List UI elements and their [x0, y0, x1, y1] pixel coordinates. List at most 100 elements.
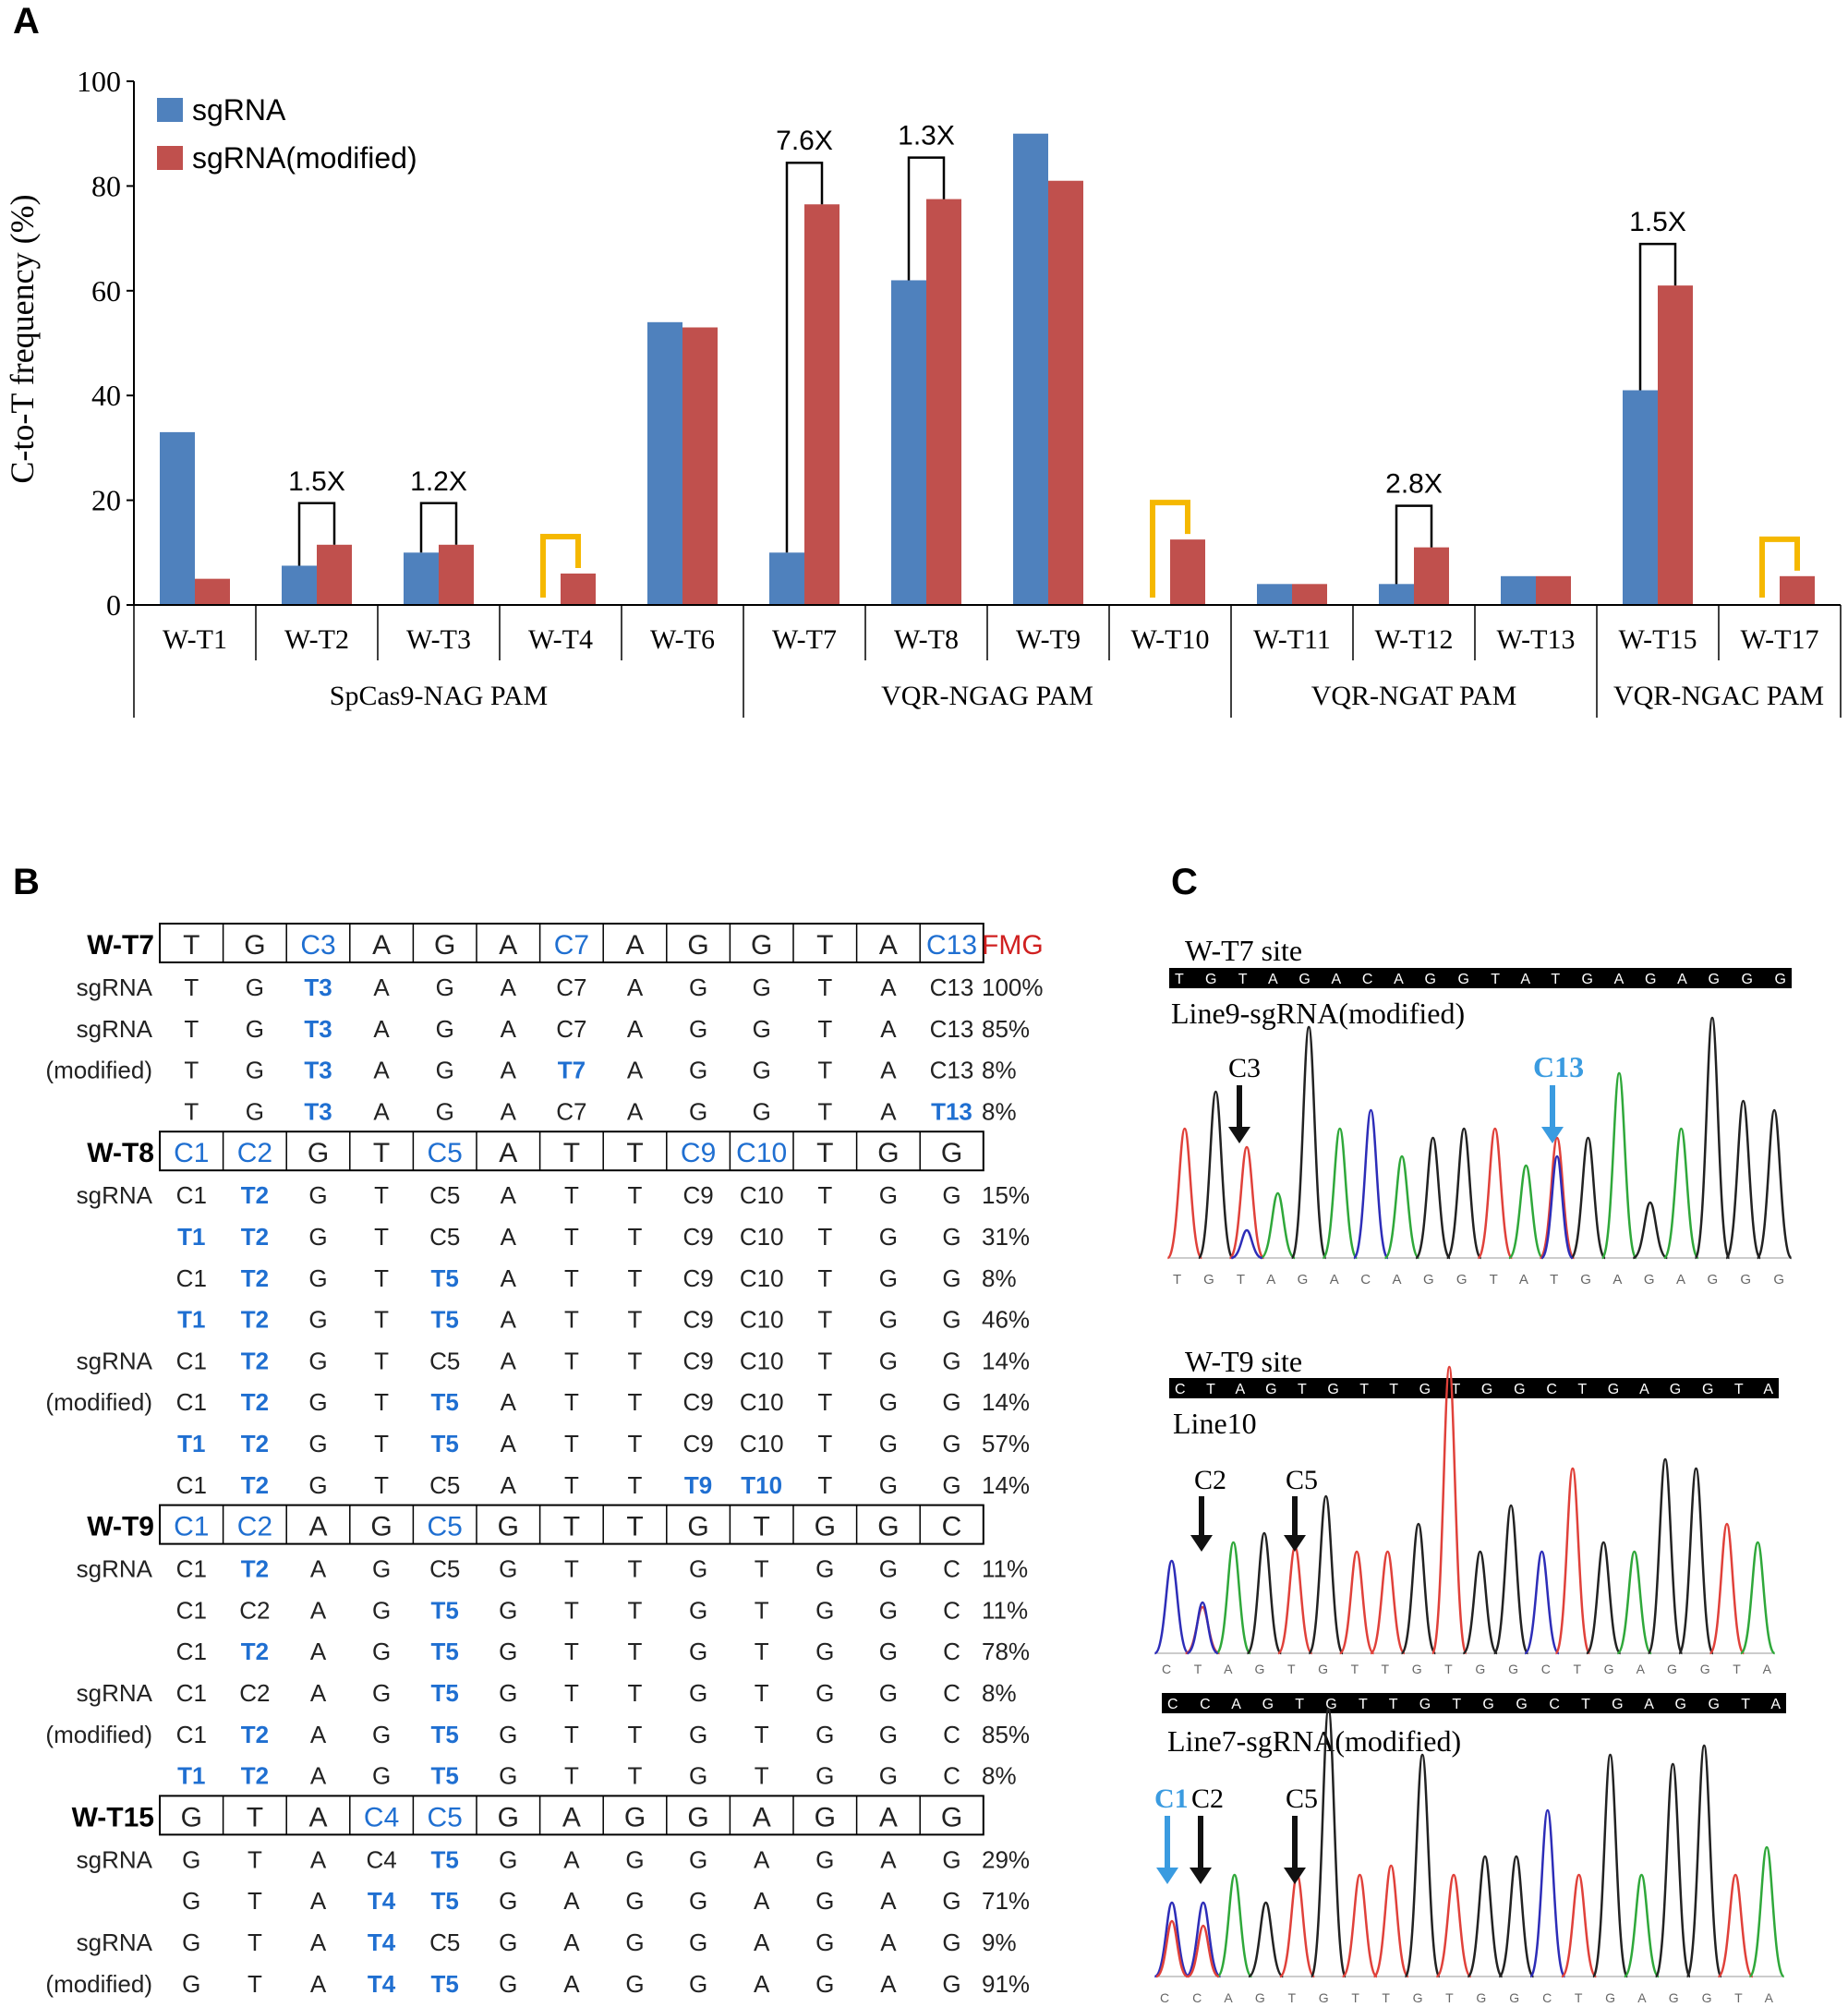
sequence-base: A	[373, 973, 390, 1001]
sequence-base: G	[689, 1638, 707, 1665]
sequence-base: A	[880, 973, 897, 1001]
frequency-value: 57%	[982, 1430, 1030, 1457]
sequence-base: G	[308, 1388, 327, 1416]
sequence-base: T	[628, 1638, 643, 1665]
bar-sgrna-modified	[1292, 584, 1327, 605]
sequence-base: G	[753, 973, 771, 1001]
sequence-base: G	[942, 1264, 960, 1292]
sequence-base: G	[246, 1015, 264, 1043]
sequence-base: G	[879, 1388, 898, 1416]
y-tick-label: 100	[77, 65, 121, 98]
row-label: sgRNA	[77, 1679, 153, 1707]
sequence-base: G	[308, 1264, 327, 1292]
sequence-base: G	[499, 1721, 517, 1748]
sequence-base: G	[942, 1887, 960, 1915]
sequence-base: A	[373, 1057, 390, 1084]
frequency-value: 11%	[982, 1596, 1028, 1624]
chromatogram-trace	[1153, 1365, 1776, 1655]
reference-base: G	[941, 1802, 962, 1832]
x-tick-label: W-T6	[650, 624, 715, 655]
sequence-base: C4	[366, 1845, 396, 1873]
y-axis: 0 20 40 60 80 100	[77, 65, 135, 622]
frequency-value: 14%	[982, 1471, 1030, 1499]
sequence-base: G	[942, 1181, 960, 1209]
trace-peak	[1492, 1504, 1529, 1655]
chromatogram-site-label: W-T7 site	[1185, 934, 1302, 967]
reference-base: G	[308, 1138, 329, 1168]
sequence-base: T	[628, 1181, 643, 1209]
sequence-base: G	[753, 1097, 771, 1125]
trace-peak	[1662, 1127, 1700, 1260]
trace-peak	[1623, 1873, 1661, 1978]
sequence-base: T	[374, 1430, 389, 1457]
trace-peak	[1467, 1855, 1504, 1978]
reference-base: C5	[428, 1138, 463, 1168]
chromatogram-line-label: Line10	[1173, 1407, 1257, 1440]
x-tick-label: W-T8	[894, 624, 959, 655]
sequence-base: G	[689, 973, 707, 1001]
sequence-base: T2	[241, 1223, 269, 1251]
reference-base: T	[183, 930, 199, 961]
bar-sgrna-modified	[1658, 285, 1693, 605]
sequence-base: T	[374, 1388, 389, 1416]
sequence-base: G	[625, 1887, 644, 1915]
sequence-base: T	[248, 1928, 262, 1956]
fold-bracket	[1638, 242, 1677, 391]
sequence-base: A	[310, 1721, 327, 1748]
sequence-base: C9	[682, 1347, 713, 1374]
reference-sequence-bar	[1169, 1378, 1779, 1398]
sequence-base: G	[815, 1638, 834, 1665]
sequence-base: A	[880, 1970, 897, 1998]
sequence-base: T2	[241, 1471, 269, 1499]
trace-peak	[1372, 1864, 1410, 1978]
bar-sgrna	[404, 552, 439, 605]
sequence-base: A	[501, 1347, 517, 1374]
reference-base: G	[941, 1138, 962, 1168]
sequence-base: G	[499, 1679, 517, 1707]
row-label: sgRNA	[77, 1845, 153, 1873]
sequence-base: G	[372, 1721, 391, 1748]
legend-label-sgrna-modified: sgRNA(modified)	[192, 141, 417, 175]
sequence-base: G	[879, 1347, 898, 1374]
group-label: VQR-NGAC PAM	[1613, 681, 1824, 711]
sequence-base: G	[689, 1555, 707, 1583]
frequency-value: 14%	[982, 1388, 1030, 1416]
fold-label: 1.2X	[410, 466, 467, 497]
x-tick-label: W-T11	[1253, 624, 1331, 655]
chromatograms: W-T7 site T G T A G A C A G G T A T G A …	[1153, 934, 1793, 2005]
sequence-base: T	[817, 1430, 832, 1457]
sequence-base: A	[627, 1097, 644, 1125]
trace-peak	[1404, 1753, 1442, 1978]
sequence-base: G	[689, 1057, 707, 1084]
fold-label: 1.5X	[288, 466, 345, 497]
reference-base: T	[816, 1138, 833, 1168]
sequence-base: T	[755, 1679, 769, 1707]
trace-peak	[1739, 1541, 1776, 1655]
sequence-base: A	[310, 1970, 327, 1998]
row-label: sgRNA	[77, 1347, 153, 1374]
legend-label-sgrna: sgRNA	[192, 93, 286, 127]
panel-label-a: A	[13, 1, 40, 42]
sequence-base: C5	[429, 1928, 460, 1956]
sequence-base: G	[246, 1057, 264, 1084]
sequence-base: T5	[431, 1596, 459, 1624]
bar-sgrna-modified	[1170, 539, 1205, 605]
sequence-base: G	[815, 1887, 834, 1915]
reference-base: C7	[554, 930, 589, 961]
sequence-base: T	[564, 1430, 579, 1457]
sequence-base: C9	[682, 1430, 713, 1457]
arrow-label-c3: C3	[1228, 1053, 1261, 1083]
bar-sgrna-modified	[439, 544, 474, 605]
sequence-base: G	[942, 1471, 960, 1499]
trace-peak	[1756, 1108, 1793, 1260]
reference-base: T	[563, 1512, 580, 1542]
trace-peak	[1228, 1145, 1265, 1260]
sequence-base: T	[564, 1306, 579, 1334]
frequency-value: 85%	[982, 1015, 1030, 1043]
reference-box	[159, 1795, 984, 1836]
reference-base: C	[942, 1512, 962, 1542]
trace-peak	[1153, 1559, 1190, 1655]
sequence-base: G	[625, 1970, 644, 1998]
